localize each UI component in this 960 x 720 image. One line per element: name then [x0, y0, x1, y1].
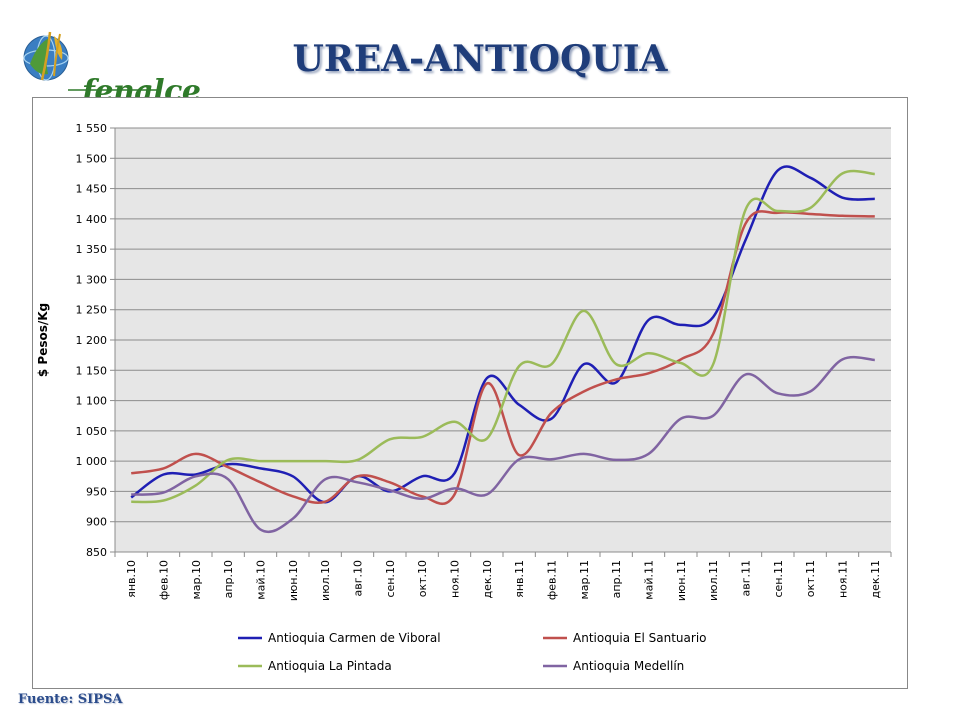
x-tick-label: фев.10	[158, 560, 171, 600]
x-tick-label: окт.11	[804, 560, 817, 597]
x-tick-label: мар.10	[190, 560, 203, 600]
y-tick-label: 1 050	[76, 425, 108, 438]
y-tick-label: 1 550	[76, 122, 108, 135]
x-tick-label: май.11	[643, 560, 656, 600]
x-tick-label: июн.10	[287, 560, 300, 601]
y-tick-label: 850	[86, 546, 107, 559]
chart-container: 850 900 950 1 000 1 050 1 100 1 150 1 200 1 250 1…	[32, 97, 908, 689]
x-tick-label: ноя.11	[837, 560, 850, 598]
x-tick-label: апр.11	[610, 560, 623, 598]
legend-label: Antioquia El Santuario	[573, 631, 707, 645]
x-tick-label: июн.11	[675, 560, 688, 601]
x-tick-label: янв.11	[513, 560, 526, 598]
y-tick-label: 1 150	[76, 364, 108, 377]
legend-label: Antioquia Carmen de Viboral	[268, 631, 441, 645]
y-tick-label: 1 450	[76, 183, 108, 196]
page-title: UREA-ANTIOQUIA	[292, 38, 668, 80]
y-tick-label: 1 500	[76, 152, 108, 165]
y-tick-label: 1 300	[76, 273, 108, 286]
x-axis-ticks: янв.10 фев.10 мар.10 апр.10 май.10 июн.10 июл.…	[114, 551, 892, 601]
legend: Antioquia Carmen de Viboral Antioquia El …	[238, 631, 707, 673]
y-tick-label: 1 000	[76, 455, 108, 468]
y-tick-label: 1 200	[76, 334, 108, 347]
x-tick-label: мар.11	[578, 560, 591, 600]
globe-logo-icon	[23, 31, 160, 91]
legend-label: Antioquia Medellín	[573, 659, 684, 673]
y-axis-label: $ Pesos/Kg	[36, 303, 50, 377]
x-tick-label: авг.10	[352, 560, 365, 597]
series-line-4	[131, 355, 875, 534]
series-line-2	[130, 210, 875, 506]
x-tick-label: июл.11	[707, 560, 720, 601]
x-tick-label: сен.10	[384, 560, 397, 598]
x-tick-label: фев.11	[546, 560, 559, 600]
y-tick-label: 1 250	[76, 304, 108, 317]
x-tick-label: май.10	[255, 560, 268, 600]
x-tick-label: июл.10	[319, 560, 332, 601]
legend-label: Antioquia La Pintada	[268, 659, 392, 673]
x-tick-label: окт.10	[416, 560, 429, 597]
y-tick-label: 1 350	[76, 243, 108, 256]
y-tick-label: 1 100	[76, 395, 108, 408]
y-axis-ticks: 850 900 950 1 000 1 050 1 100 1 150 1 200 1 250 1…	[76, 122, 116, 559]
y-tick-label: 900	[86, 516, 107, 529]
x-tick-label: дек.11	[869, 560, 882, 599]
series-line-3	[131, 169, 875, 504]
source-note: Fuente: SIPSA	[18, 692, 123, 707]
x-tick-label: ноя.10	[449, 560, 462, 598]
line-chart: 850 900 950 1 000 1 050 1 100 1 150 1 200 1 250 1…	[36, 122, 892, 673]
y-tick-label: 950	[86, 485, 107, 498]
x-tick-label: авг.11	[740, 560, 753, 597]
x-tick-label: апр.10	[222, 560, 235, 598]
x-tick-label: сен.11	[772, 560, 785, 598]
x-tick-label: дек.10	[481, 560, 494, 599]
x-tick-label: янв.10	[125, 560, 138, 598]
y-tick-label: 1 400	[76, 213, 108, 226]
series-lines	[130, 165, 875, 534]
